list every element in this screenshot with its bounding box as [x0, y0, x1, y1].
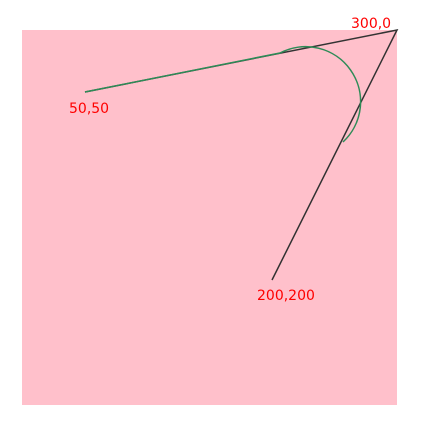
tangent-arc	[84, 45, 362, 143]
start-point-label: 50,50	[69, 101, 109, 117]
pink-canvas-background	[22, 30, 397, 405]
corner-point-label: 300,0	[351, 16, 391, 32]
end-point-label: 200,200	[257, 288, 315, 304]
